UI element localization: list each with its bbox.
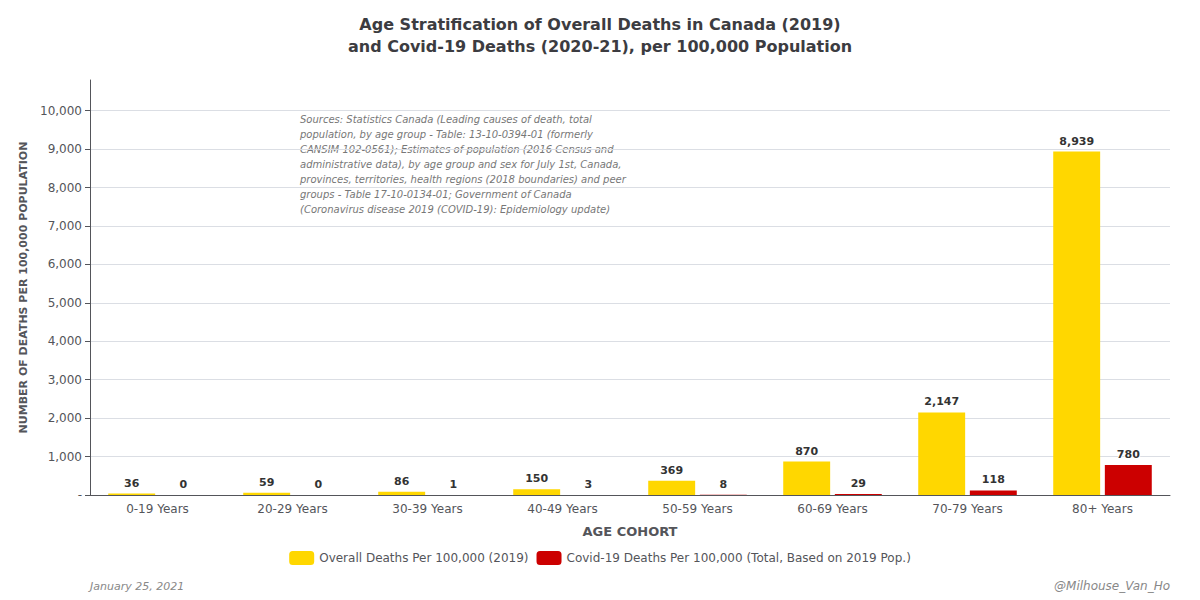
- svg-text:780: 780: [1117, 448, 1140, 461]
- svg-text:20-29 Years: 20-29 Years: [257, 502, 327, 516]
- svg-text:Sources: Statistics Canada (Le: Sources: Statistics Canada (Leading caus…: [300, 114, 592, 125]
- svg-text:Age Stratification of Overall: Age Stratification of Overall Deaths in …: [359, 15, 840, 34]
- svg-text:@Milhouse_Van_Ho: @Milhouse_Van_Ho: [1054, 579, 1170, 593]
- svg-text:NUMBER OF DEATHS PER 100,000 P: NUMBER OF DEATHS PER 100,000 POPULATION: [17, 142, 30, 434]
- svg-text:5,000: 5,000: [48, 296, 82, 310]
- svg-text:8,000: 8,000: [48, 181, 82, 195]
- svg-text:-: -: [78, 488, 82, 502]
- svg-text:Overall Deaths Per 100,000 (20: Overall Deaths Per 100,000 (2019): [319, 551, 528, 565]
- svg-text:population, by age group - Tab: population, by age group - Table: 13-10-…: [299, 129, 594, 140]
- svg-text:1,000: 1,000: [48, 450, 82, 464]
- svg-text:3,000: 3,000: [48, 373, 82, 387]
- svg-text:(Coronavirus disease 2019 (COV: (Coronavirus disease 2019 (COVID-19): Ep…: [300, 204, 610, 215]
- svg-text:6,000: 6,000: [48, 257, 82, 271]
- svg-text:29: 29: [851, 477, 866, 490]
- svg-text:50-59 Years: 50-59 Years: [662, 502, 732, 516]
- svg-text:0: 0: [314, 478, 322, 491]
- svg-text:2,147: 2,147: [924, 395, 959, 408]
- svg-text:4,000: 4,000: [48, 334, 82, 348]
- svg-text:70-79 Years: 70-79 Years: [932, 502, 1002, 516]
- svg-text:CANSIM 102-0561); Estimates of: CANSIM 102-0561); Estimates of populatio…: [300, 144, 614, 155]
- svg-text:86: 86: [394, 475, 410, 488]
- svg-text:7,000: 7,000: [48, 219, 82, 233]
- svg-text:8,939: 8,939: [1059, 135, 1094, 148]
- svg-text:January 25, 2021: January 25, 2021: [88, 580, 184, 593]
- svg-text:groups - Table 17-10-0134-01;: groups - Table 17-10-0134-01; Government…: [300, 189, 572, 200]
- svg-text:30-39 Years: 30-39 Years: [392, 502, 462, 516]
- svg-text:provinces, territories, health: provinces, territories, health regions (…: [299, 174, 627, 185]
- svg-text:9,000: 9,000: [48, 142, 82, 156]
- svg-text:369: 369: [660, 464, 683, 477]
- svg-text:80+ Years: 80+ Years: [1072, 502, 1133, 516]
- svg-text:Covid-19 Deaths Per 100,000 (T: Covid-19 Deaths Per 100,000 (Total, Base…: [567, 551, 911, 565]
- svg-text:0-19 Years: 0-19 Years: [126, 502, 189, 516]
- svg-text:administrative data), by age g: administrative data), by age group and s…: [300, 159, 622, 170]
- svg-text:AGE COHORT: AGE COHORT: [583, 524, 678, 539]
- svg-text:10,000: 10,000: [40, 104, 82, 118]
- svg-text:2,000: 2,000: [48, 411, 82, 425]
- svg-text:0: 0: [179, 478, 187, 491]
- svg-text:36: 36: [124, 477, 140, 490]
- svg-text:and Covid-19 Deaths (2020-21),: and Covid-19 Deaths (2020-21), per 100,0…: [348, 37, 852, 56]
- svg-text:8: 8: [719, 478, 727, 491]
- svg-text:118: 118: [982, 473, 1005, 486]
- svg-text:40-49 Years: 40-49 Years: [527, 502, 597, 516]
- svg-text:150: 150: [525, 472, 548, 485]
- svg-text:1: 1: [449, 478, 457, 491]
- svg-text:870: 870: [795, 445, 818, 458]
- svg-text:60-69 Years: 60-69 Years: [797, 502, 867, 516]
- svg-text:3: 3: [584, 478, 592, 491]
- svg-text:59: 59: [259, 476, 274, 489]
